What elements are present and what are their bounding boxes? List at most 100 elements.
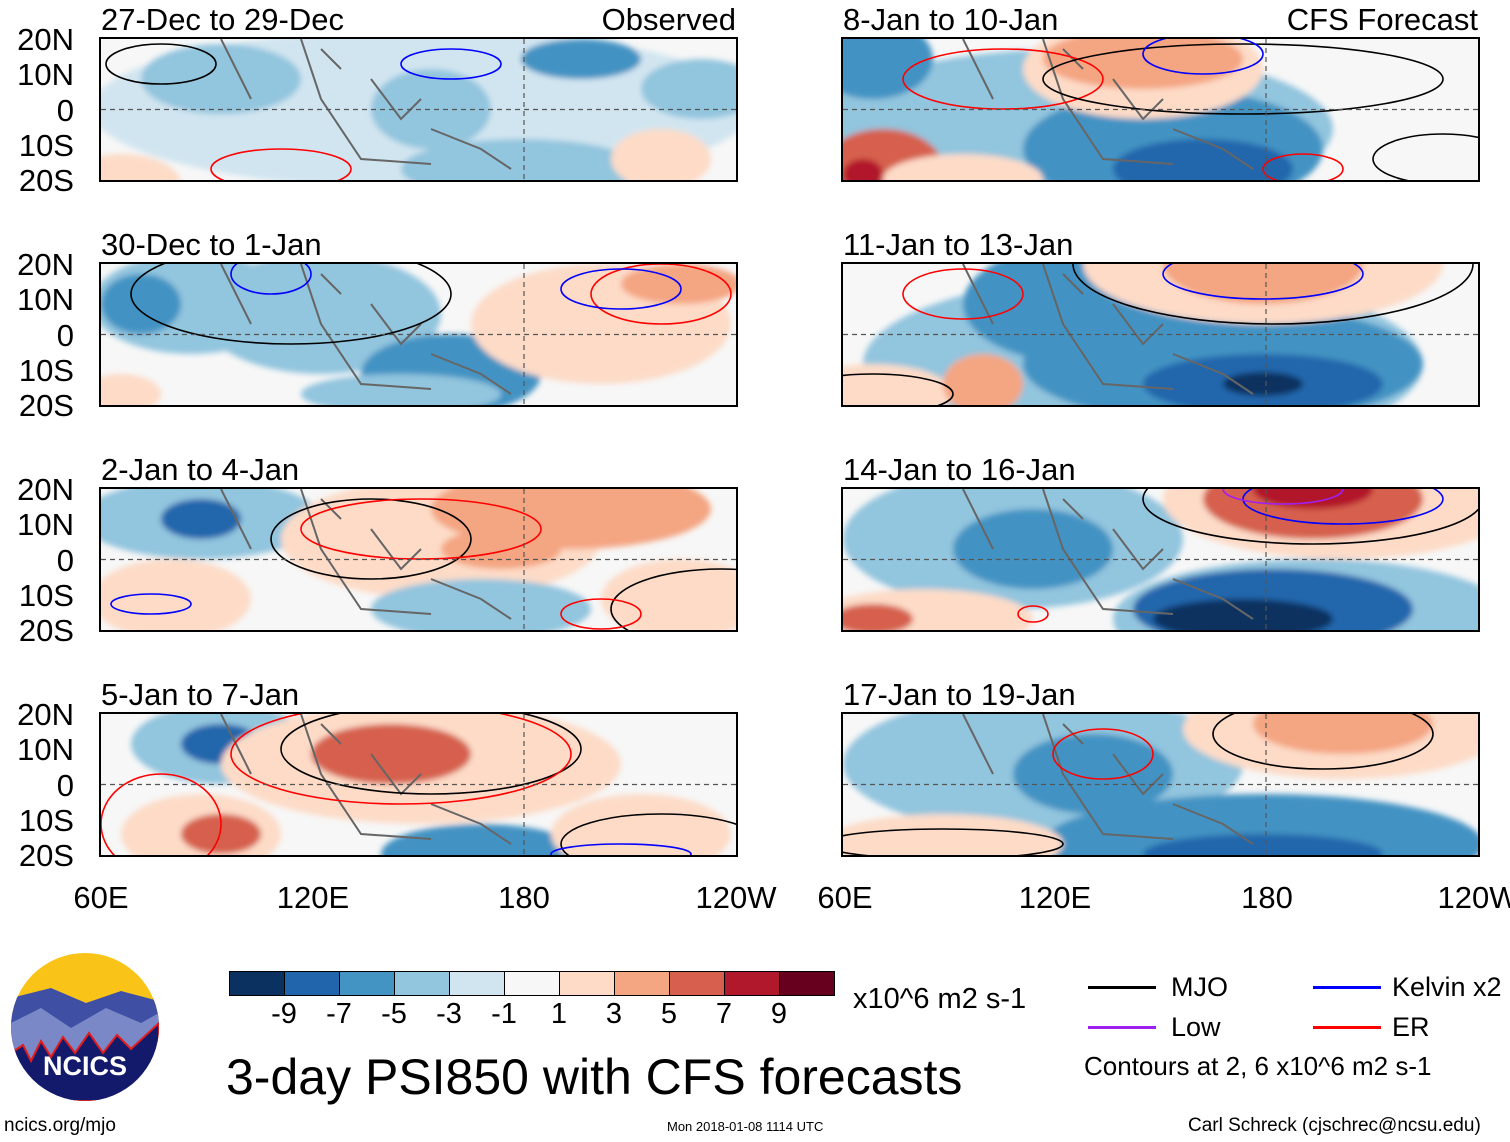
contour-line (902, 48, 1104, 110)
anomaly-region (181, 814, 261, 854)
anomaly-region (883, 154, 1043, 180)
anomaly-region (843, 604, 913, 630)
coastline (220, 489, 512, 620)
colorbar-swatch (285, 972, 340, 995)
panel-title: 30-Dec to 1-Jan (101, 227, 322, 262)
contour-line (560, 813, 736, 855)
coastline (220, 714, 512, 845)
colorbar-tick-label: -3 (436, 998, 462, 1030)
lon-tick-label: 180 (1241, 880, 1293, 915)
contour-line (280, 714, 582, 795)
contour-line (230, 264, 312, 295)
contour-line (843, 373, 954, 405)
map-panel (99, 37, 738, 182)
colorbar-swatch (615, 972, 670, 995)
contour-line (560, 268, 682, 310)
contour-line (1262, 153, 1344, 180)
anomaly-region (601, 559, 736, 630)
map-panel (841, 262, 1480, 407)
coastline (220, 39, 512, 170)
lat-tick-label: 10N (17, 732, 74, 768)
anomaly-field (101, 39, 736, 180)
coastline (962, 264, 1254, 395)
anomaly-region (301, 374, 501, 405)
legend-line-low (1088, 1026, 1156, 1029)
contour-line (210, 148, 352, 180)
colorbar-units: x10^6 m2 s-1 (853, 983, 1027, 1015)
contour-line (101, 773, 222, 855)
anomaly-region (161, 499, 241, 539)
contour-line (843, 828, 1064, 855)
contour-line (610, 568, 736, 630)
panel-label: Observed (601, 2, 736, 37)
lat-tick-label: 20N (17, 247, 74, 282)
coastline (962, 39, 1254, 170)
contour-line (1162, 264, 1364, 300)
colorbar-tick-label: 7 (715, 998, 733, 1030)
lon-tick-label: 120W (1437, 880, 1510, 915)
anomaly-region (101, 374, 161, 405)
svg-text:NCICS: NCICS (43, 1051, 127, 1081)
legend-line-mjo (1088, 986, 1156, 989)
anomaly-field (843, 264, 1478, 405)
legend-line-kelvin (1313, 986, 1381, 989)
map-panel (99, 262, 738, 407)
anomaly-region (1043, 794, 1478, 855)
legend-label-kelvin: Kelvin x2 (1392, 972, 1502, 1002)
anomaly-region (1043, 39, 1243, 89)
anomaly-region (551, 794, 731, 855)
lat-tick-label: 10N (17, 57, 74, 93)
anomaly-region (1203, 489, 1423, 539)
map-panel (99, 712, 738, 857)
contour-line (1222, 489, 1344, 505)
lat-tick-label: 10N (17, 282, 74, 318)
legend-label-er: ER (1392, 1012, 1430, 1042)
anomaly-region (943, 354, 1023, 405)
contour-line (130, 264, 452, 345)
anomaly-region (843, 159, 883, 180)
contour-line (270, 498, 472, 580)
contour-line (230, 714, 572, 805)
anomaly-region (1143, 834, 1383, 855)
anomaly-region (311, 724, 471, 784)
colorbar-swatch (395, 972, 450, 995)
anomaly-region (611, 129, 711, 180)
lat-tick-label: 20N (17, 22, 74, 57)
map-panel (841, 487, 1480, 632)
lat-tick-label: 10S (18, 802, 74, 838)
anomaly-field (843, 489, 1478, 630)
contour-line (1212, 714, 1434, 770)
lon-tick-label: 180 (498, 880, 550, 915)
lat-tick-label: 0 (56, 542, 74, 578)
contour-line (1042, 43, 1444, 115)
contour-note: Contours at 2, 6 x10^6 m2 s-1 (1084, 1051, 1432, 1081)
footer-url[interactable]: ncics.org/mjo (4, 1115, 116, 1136)
anomaly-region (1223, 372, 1303, 396)
contour-line (590, 264, 732, 325)
anomaly-field (101, 714, 736, 855)
contour-line (1072, 264, 1474, 325)
coastline (962, 714, 1254, 845)
colorbar-swatch (340, 972, 395, 995)
colorbar-swatch (450, 972, 505, 995)
panel-title: 5-Jan to 7-Jan (101, 677, 300, 712)
anomaly-field (843, 39, 1478, 180)
colorbar-swatch (505, 972, 560, 995)
colorbar-tick-label: 1 (550, 998, 568, 1030)
colorbar-tick-label: 5 (660, 998, 678, 1030)
panel-title: 14-Jan to 16-Jan (843, 452, 1076, 487)
colorbar-swatch (780, 972, 834, 995)
colorbar-tick-label: -1 (491, 998, 517, 1030)
colorbar-tick-label: -9 (271, 998, 297, 1030)
contour-line (1372, 133, 1478, 180)
map-panel (841, 37, 1480, 182)
anomaly-field (101, 264, 736, 405)
anomaly-region (141, 44, 301, 114)
contour-line (400, 48, 502, 80)
lon-tick-label: 60E (73, 880, 129, 915)
lat-tick-label: 20N (17, 697, 74, 732)
footer-timestamp: Mon 2018-01-08 1114 UTC (667, 1119, 824, 1134)
footer-author: Carl Schreck (cjschrec@ncsu.edu) (1188, 1115, 1481, 1136)
anomaly-region (843, 39, 933, 99)
map-panel (99, 487, 738, 632)
